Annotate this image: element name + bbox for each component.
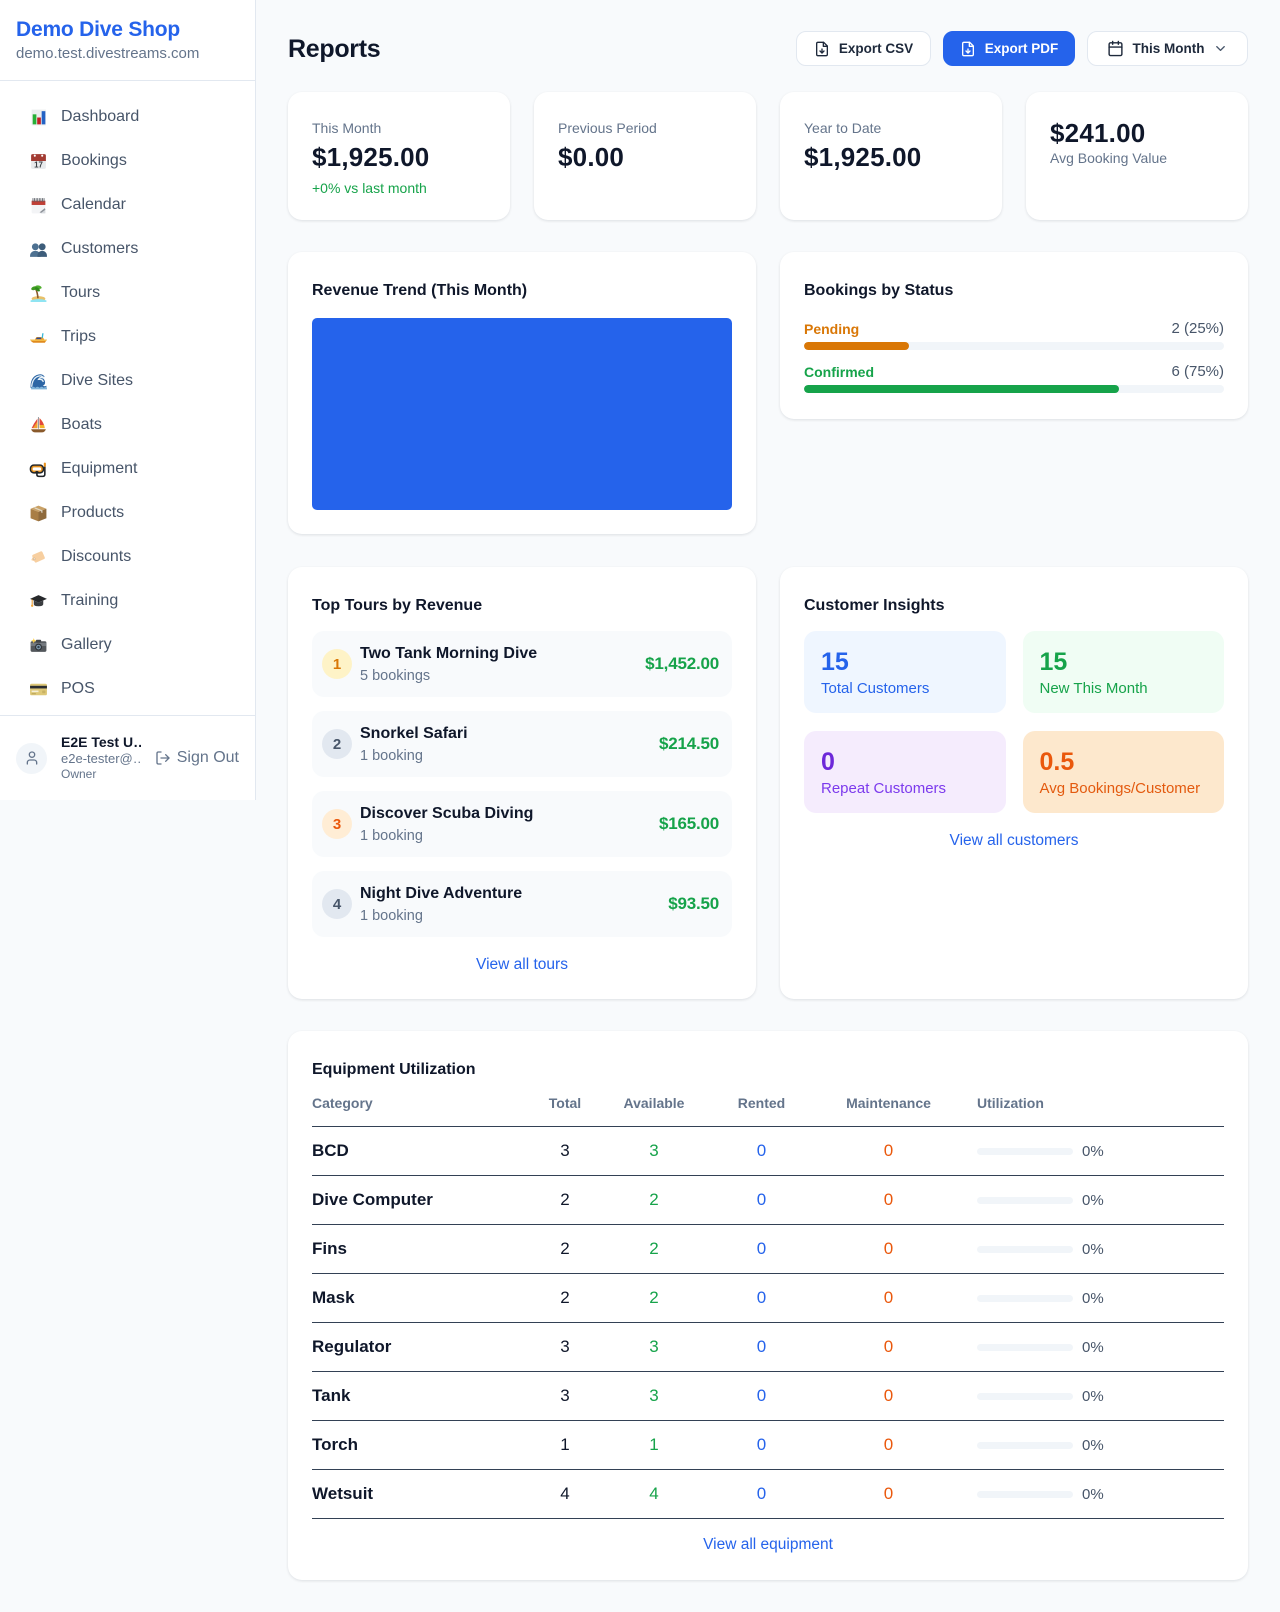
svg-text:17: 17 — [34, 160, 43, 169]
